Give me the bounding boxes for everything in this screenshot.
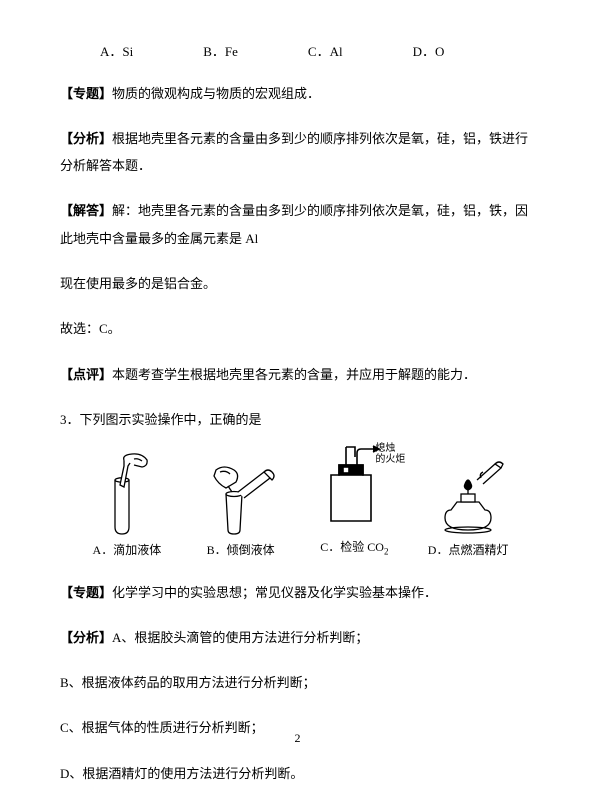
figure-b: B．倾倒液体 bbox=[186, 452, 296, 559]
caption-a: A．滴加液体 bbox=[93, 541, 162, 559]
q2-answer: 【解答】解：地壳里各元素的含量由多到少的顺序排列依次是氧，硅，铝，铁，因此地壳中… bbox=[60, 197, 535, 252]
q3-analysis-a-text: A、根据胶头滴管的使用方法进行分析判断； bbox=[112, 630, 368, 645]
analysis-label: 【分析】 bbox=[60, 131, 112, 146]
figure-c: 熄烛 的火炬 C．检验 CO2 bbox=[299, 443, 409, 558]
comment-text: 本题考查学生根据地壳里各元素的含量，并应用于解题的能力． bbox=[112, 367, 476, 382]
caption-c: C．检验 CO2 bbox=[320, 538, 388, 559]
caption-b: B．倾倒液体 bbox=[207, 541, 275, 559]
q3-stem: 3．下列图示实验操作中，正确的是 bbox=[60, 406, 535, 433]
answer-label: 【解答】 bbox=[60, 203, 112, 218]
pour-liquid-icon bbox=[196, 452, 286, 537]
q3-analysis-b: B、根据液体药品的取用方法进行分析判断； bbox=[60, 669, 535, 696]
option-d: D．O bbox=[413, 42, 445, 62]
q3-analysis-label: 【分析】 bbox=[60, 630, 112, 645]
topic-label: 【专题】 bbox=[60, 86, 112, 101]
q2-extra2: 故选：C。 bbox=[60, 315, 535, 342]
figure-a: A．滴加液体 bbox=[72, 452, 182, 559]
q2-extra1: 现在使用最多的是铝合金。 bbox=[60, 270, 535, 297]
q2-comment: 【点评】本题考查学生根据地壳里各元素的含量，并应用于解题的能力． bbox=[60, 361, 535, 388]
q2-analysis: 【分析】根据地壳里各元素的含量由多到少的顺序排列依次是氧，硅，铝，铁进行分析解答… bbox=[60, 125, 535, 180]
caption-d: D．点燃酒精灯 bbox=[428, 541, 509, 559]
dropper-tube-icon bbox=[82, 452, 172, 537]
q3-analysis-d: D、根据酒精灯的使用方法进行分析判断。 bbox=[60, 760, 535, 787]
q3-figures: A．滴加液体 B．倾倒液体 bbox=[60, 443, 535, 558]
option-b: B．Fe bbox=[203, 42, 238, 62]
analysis-text: 根据地壳里各元素的含量由多到少的顺序排列依次是氧，硅，铝，铁进行分析解答本题． bbox=[60, 131, 528, 173]
q3-topic-label: 【专题】 bbox=[60, 585, 112, 600]
alcohol-lamp-icon bbox=[423, 452, 513, 537]
q2-topic: 【专题】物质的微观构成与物质的宏观组成． bbox=[60, 80, 535, 107]
figure-d: D．点燃酒精灯 bbox=[413, 452, 523, 559]
page-number: 2 bbox=[0, 729, 595, 747]
option-c: C．Al bbox=[308, 42, 343, 62]
q3-topic-text: 化学学习中的实验思想；常见仪器及化学实验基本操作． bbox=[112, 585, 437, 600]
option-a: A．Si bbox=[100, 42, 133, 62]
q3-analysis-a: 【分析】A、根据胶头滴管的使用方法进行分析判断； bbox=[60, 624, 535, 651]
answer-text: 解：地壳里各元素的含量由多到少的顺序排列依次是氧，硅，铝，铁，因此地壳中含量最多… bbox=[60, 203, 528, 245]
q3-topic: 【专题】化学学习中的实验思想；常见仪器及化学实验基本操作． bbox=[60, 579, 535, 606]
comment-label: 【点评】 bbox=[60, 367, 112, 382]
caption-c-text: C．检验 CO bbox=[320, 540, 384, 554]
annotation-text: 熄烛 的火炬 bbox=[375, 443, 405, 465]
topic-text: 物质的微观构成与物质的宏观组成． bbox=[112, 86, 320, 101]
co2-subscript: 2 bbox=[384, 546, 389, 556]
q2-options: A．Si B．Fe C．Al D．O bbox=[60, 42, 535, 62]
